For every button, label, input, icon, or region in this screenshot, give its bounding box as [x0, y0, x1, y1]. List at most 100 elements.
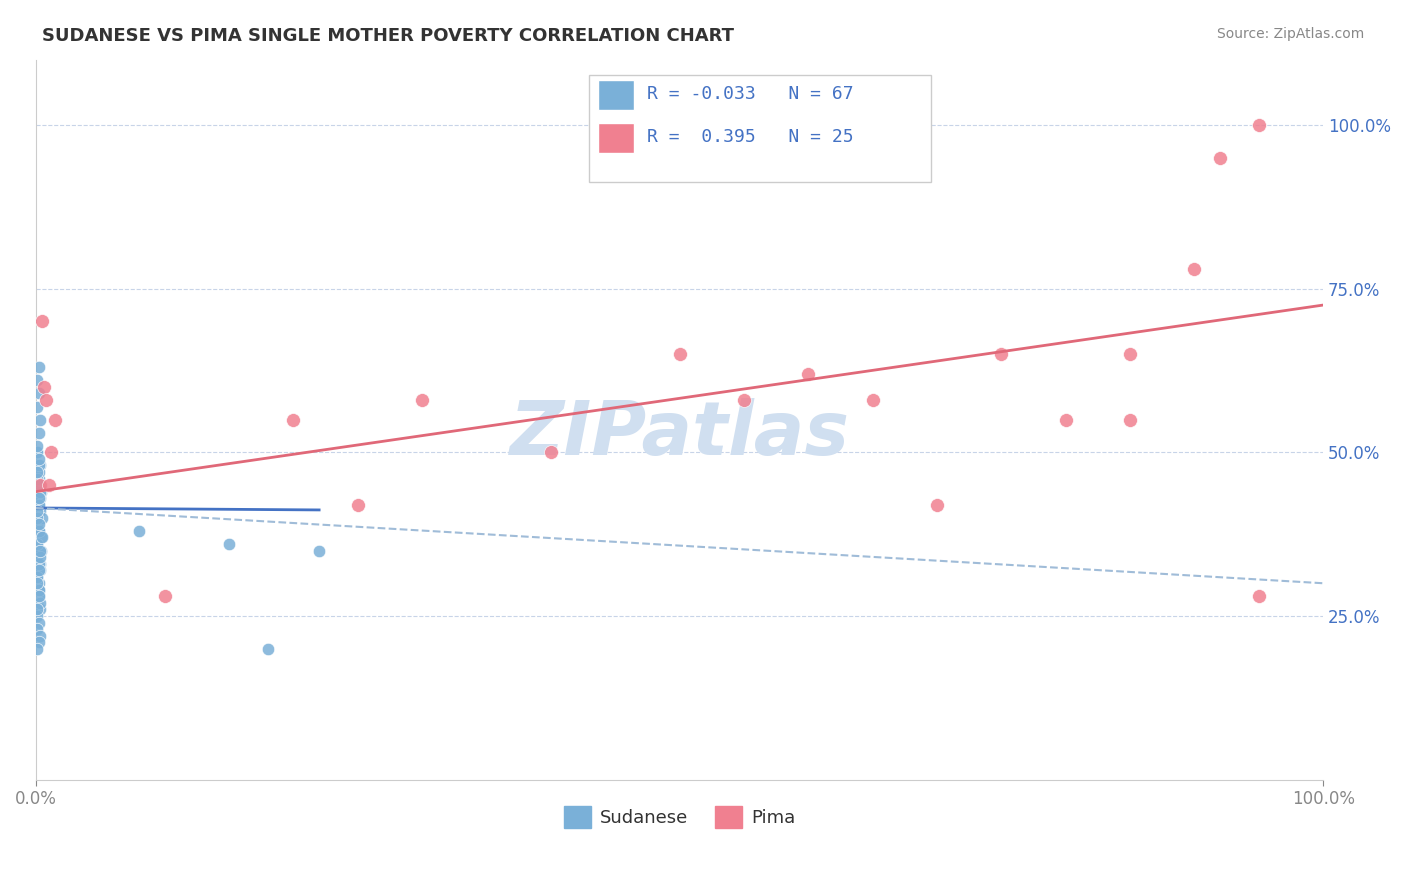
Point [1119, 347, 1142, 361]
Point [27, 498, 49, 512]
Point [27, 635, 49, 649]
Point [28, 550, 51, 565]
Point [25, 622, 48, 636]
Point [28, 478, 51, 492]
Point [31, 510, 53, 524]
Point [1119, 412, 1142, 426]
Point [1054, 412, 1077, 426]
Point [35, 392, 58, 407]
Point [27, 386, 49, 401]
Point [25, 510, 48, 524]
Text: Source: ZipAtlas.com: Source: ZipAtlas.com [1216, 27, 1364, 41]
Point [346, 498, 368, 512]
Point [25, 576, 48, 591]
Point [797, 367, 820, 381]
Point [31, 530, 53, 544]
Point [28, 491, 51, 505]
Point [25, 471, 48, 485]
Point [25, 570, 48, 584]
Point [27, 425, 49, 440]
Point [411, 392, 433, 407]
Point [25, 400, 48, 414]
Point [25, 570, 48, 584]
Point [25, 517, 48, 532]
Point [27, 582, 49, 597]
Point [28, 478, 51, 492]
Point [30, 543, 52, 558]
Point [25, 602, 48, 616]
Point [862, 392, 884, 407]
Point [28, 543, 51, 558]
FancyBboxPatch shape [599, 123, 634, 153]
Point [27, 582, 49, 597]
Point [25, 504, 48, 518]
Point [28, 596, 51, 610]
Point [25, 439, 48, 453]
Point [27, 517, 49, 532]
Point [25, 550, 48, 565]
Point [1184, 262, 1206, 277]
Point [1209, 151, 1232, 165]
Point [27, 498, 49, 512]
Point [990, 347, 1012, 361]
Text: R = -0.033   N = 67: R = -0.033 N = 67 [647, 85, 853, 103]
Point [25, 445, 48, 459]
Point [38, 478, 60, 492]
Point [1247, 118, 1270, 132]
Point [27, 590, 49, 604]
Point [27, 576, 49, 591]
Point [28, 557, 51, 571]
Point [1247, 590, 1270, 604]
Point [308, 543, 330, 558]
Point [25, 596, 48, 610]
Point [925, 498, 948, 512]
Point [27, 524, 49, 538]
FancyBboxPatch shape [589, 76, 931, 182]
Point [27, 451, 49, 466]
Point [27, 557, 49, 571]
Point [41, 445, 63, 459]
Text: ZIPatlas: ZIPatlas [509, 398, 849, 470]
Point [218, 537, 240, 551]
Point [28, 629, 51, 643]
Point [44, 412, 66, 426]
Point [283, 412, 305, 426]
Legend: Sudanese, Pima: Sudanese, Pima [557, 799, 803, 836]
Point [27, 590, 49, 604]
Point [25, 445, 48, 459]
Point [28, 412, 51, 426]
Point [25, 641, 48, 656]
Point [25, 537, 48, 551]
Point [28, 458, 51, 473]
Point [27, 465, 49, 479]
Point [256, 641, 278, 656]
Point [27, 471, 49, 485]
Point [27, 360, 49, 375]
Text: SUDANESE VS PIMA SINGLE MOTHER POVERTY CORRELATION CHART: SUDANESE VS PIMA SINGLE MOTHER POVERTY C… [42, 27, 734, 45]
Point [28, 563, 51, 577]
Point [28, 602, 51, 616]
Point [27, 524, 49, 538]
Point [153, 590, 176, 604]
Point [25, 537, 48, 551]
Point [27, 458, 49, 473]
Point [668, 347, 690, 361]
Point [540, 445, 562, 459]
Point [30, 484, 52, 499]
Point [128, 524, 150, 538]
Point [733, 392, 755, 407]
Point [27, 563, 49, 577]
Point [25, 478, 48, 492]
FancyBboxPatch shape [599, 79, 634, 110]
Point [25, 465, 48, 479]
Text: R =  0.395   N = 25: R = 0.395 N = 25 [647, 128, 853, 146]
Point [32, 380, 55, 394]
Point [28, 504, 51, 518]
Point [27, 491, 49, 505]
Point [30, 530, 52, 544]
Point [25, 373, 48, 387]
Point [27, 543, 49, 558]
Point [31, 314, 53, 328]
Point [25, 609, 48, 624]
Point [28, 484, 51, 499]
